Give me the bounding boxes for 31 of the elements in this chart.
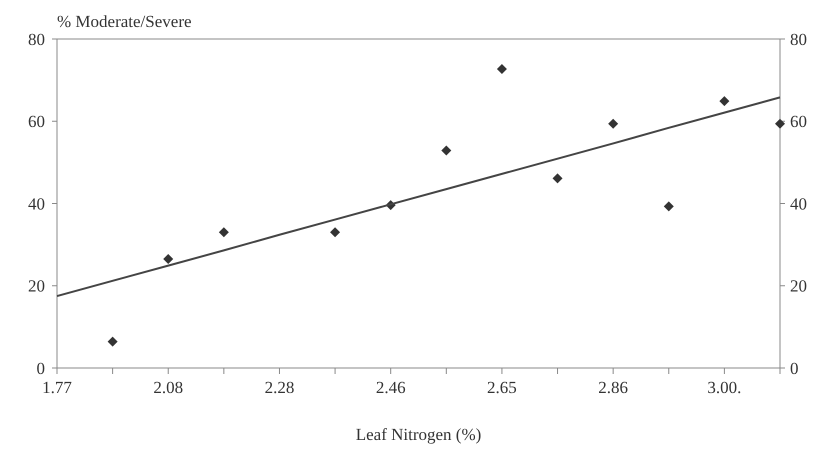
x-tick-label: 2.28	[264, 378, 294, 397]
y2-tick-label: 60	[790, 112, 807, 132]
x-tick-label: 1.77	[42, 378, 72, 397]
point	[330, 227, 340, 238]
point	[496, 64, 507, 74]
y-tick-label: 0	[36, 358, 45, 378]
point	[218, 227, 229, 238]
x-axis-title: Leaf Nitrogen (%)	[356, 425, 482, 444]
x-tick-label: 2.86	[598, 378, 628, 397]
y-tick-label: 20	[28, 276, 45, 296]
point	[108, 336, 118, 347]
point	[441, 145, 452, 156]
y-tick-label: 60	[28, 112, 45, 132]
x-tick-label: 2.65	[487, 378, 517, 397]
x-tick-label: 3.00.	[707, 378, 742, 397]
x-tick-label: 2.08	[153, 378, 184, 397]
point	[608, 118, 618, 129]
y2-tick-label: 20	[790, 276, 807, 296]
point	[163, 254, 174, 264]
point	[719, 96, 730, 106]
y2-tick-label: 80	[790, 30, 807, 49]
point	[775, 118, 785, 129]
point	[664, 201, 674, 212]
y-tick-label: 40	[28, 194, 45, 214]
x-tick-label: 2.46	[376, 378, 406, 397]
line-series	[56, 96, 781, 298]
y2-tick-label: 0	[790, 358, 798, 378]
y2-tick-label: 40	[790, 194, 807, 214]
point	[552, 173, 563, 184]
y-axis-title: % Moderate/Severe	[57, 12, 192, 31]
y-tick-label: 80	[28, 30, 45, 49]
